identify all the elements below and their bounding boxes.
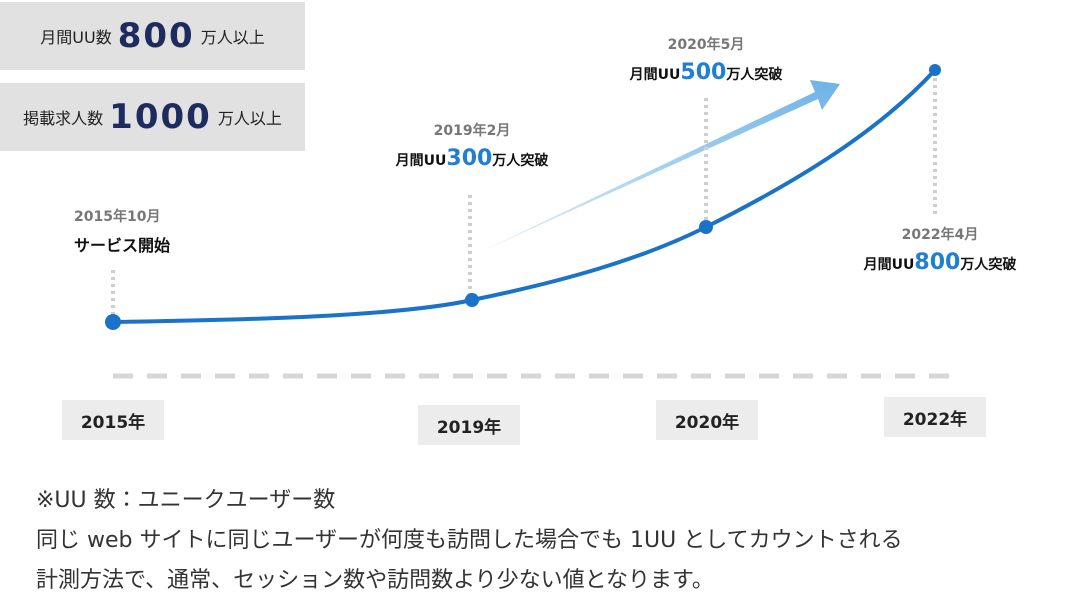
- points: [105, 64, 941, 330]
- stat-suffix: 万人以上: [200, 28, 265, 47]
- milestone-date: 2022年4月: [901, 227, 979, 243]
- milestone: 2019年2月 月間UU300万人突破: [392, 120, 552, 171]
- milestone-value: 300: [446, 146, 493, 171]
- milestone-prefix: 月間UU: [395, 153, 447, 169]
- year-label: 2019年: [418, 405, 520, 445]
- stat-box: 掲載求人数 1000 万人以上: [0, 83, 305, 151]
- stat-label: 掲載求人数: [23, 109, 104, 128]
- milestone-value: 800: [914, 250, 961, 275]
- milestone-suffix: 万人突破: [726, 67, 783, 83]
- milestone: 2020年5月 月間UU500万人突破: [626, 34, 786, 85]
- note: ※UU 数：ユニークユーザー数: [36, 488, 336, 513]
- note: 同じ web サイトに同じユーザーが何度も訪問した場合でも 1UU としてカウン…: [36, 528, 903, 553]
- milestone-prefix: 月間UU: [863, 257, 915, 273]
- year-label: 2015年: [62, 400, 164, 440]
- growth-graphic: [105, 64, 960, 379]
- milestone-date: 2019年2月: [433, 123, 511, 139]
- year-label: 2022年: [884, 397, 986, 437]
- milestone-date: 2015年10月: [74, 209, 161, 225]
- stat-value: 1000: [109, 97, 212, 137]
- stat-value: 800: [117, 16, 195, 56]
- milestone-prefix: 月間UU: [629, 67, 681, 83]
- milestone-date: 2020年5月: [667, 37, 745, 53]
- note: 計測方法で、通常、セッション数や訪問数より少ない値となります。: [36, 568, 714, 593]
- milestone-value: 500: [680, 60, 727, 85]
- milestone-suffix: 万人突破: [492, 153, 549, 169]
- stat-label: 月間UU数: [40, 28, 112, 47]
- stat-suffix: 万人以上: [217, 109, 282, 128]
- milestone-suffix: 万人突破: [960, 257, 1017, 273]
- stat-box: 月間UU数 800 万人以上: [0, 2, 305, 70]
- growth-curve: [112, 68, 937, 324]
- milestone: 2015年10月 サービス開始: [74, 206, 170, 256]
- guide-lines: [111, 78, 937, 316]
- milestone: 2022年4月 月間UU800万人突破: [860, 224, 1020, 275]
- milestone-text: サービス開始: [74, 236, 171, 255]
- year-label: 2020年: [656, 400, 758, 440]
